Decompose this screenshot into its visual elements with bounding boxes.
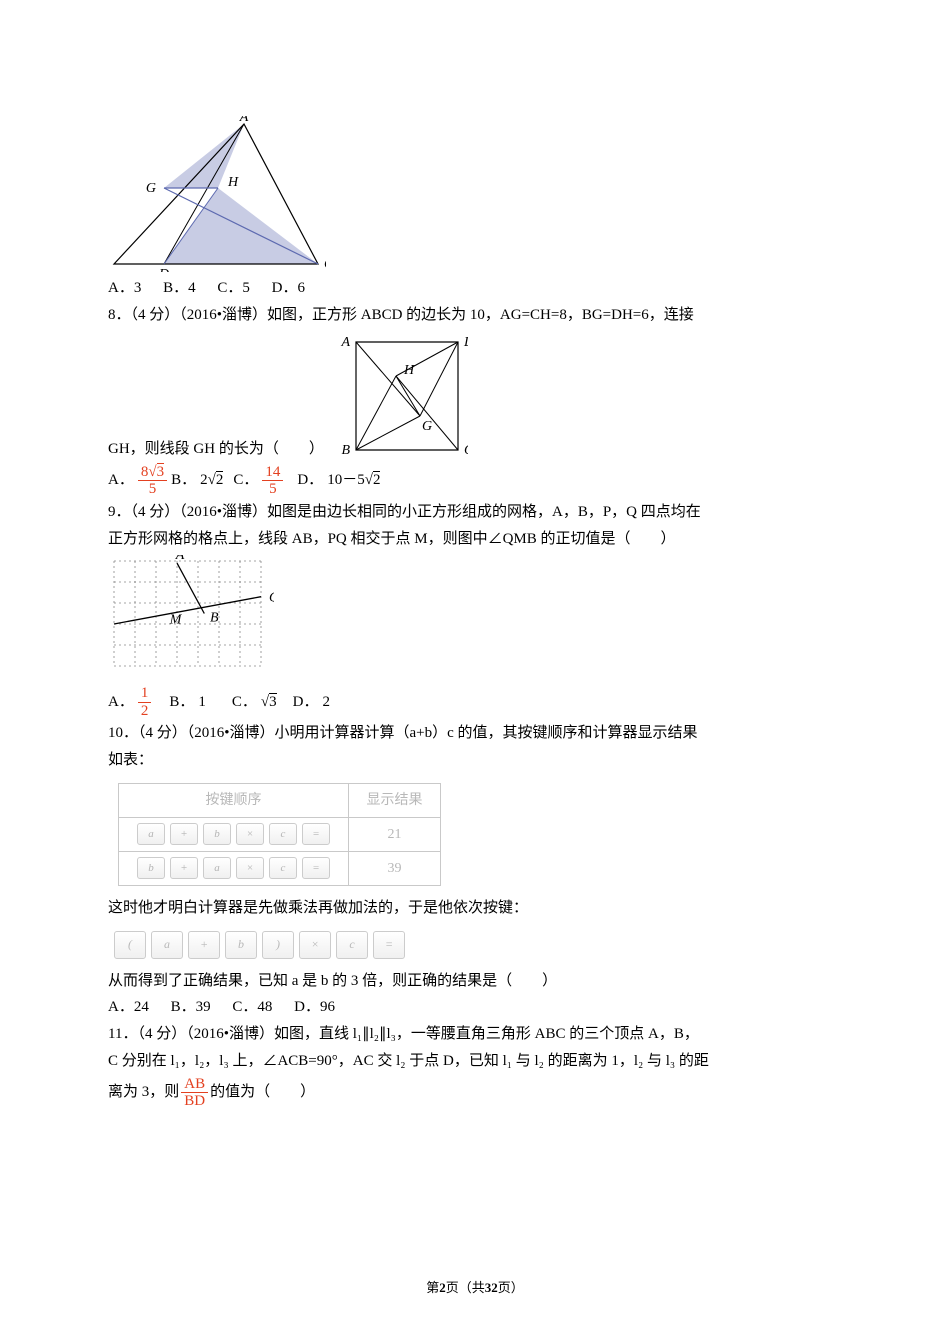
key-+: + bbox=[170, 823, 198, 845]
key-b: b bbox=[203, 823, 231, 845]
q8-choice-a: 8√35 bbox=[138, 464, 167, 498]
key-×: × bbox=[236, 857, 264, 879]
svg-text:D: D bbox=[463, 335, 468, 350]
q10-choice-d: 96 bbox=[320, 999, 335, 1015]
q11-stem-c-post: 的值为（ ） bbox=[210, 1080, 315, 1105]
svg-text:D: D bbox=[158, 267, 169, 272]
q7-choice-a: 3 bbox=[134, 280, 142, 296]
calc-result-2: 39 bbox=[349, 851, 441, 885]
q10-choice-c: 48 bbox=[257, 999, 272, 1015]
key-b: b bbox=[137, 857, 165, 879]
key-b: b bbox=[225, 931, 257, 959]
svg-text:G: G bbox=[146, 181, 156, 196]
key-+: + bbox=[188, 931, 220, 959]
svg-text:C: C bbox=[464, 443, 468, 458]
calc-result-1: 21 bbox=[349, 817, 441, 851]
q11-stem-c: 离为 3，则 AB BD 的值为（ ） bbox=[108, 1076, 842, 1110]
svg-text:H: H bbox=[403, 363, 415, 378]
svg-text:A: A bbox=[239, 116, 249, 125]
q7-choices: A．3 B．4 C．5 D．6 bbox=[108, 276, 842, 301]
q11-stem-a: 11．（4 分）（2016•淄博）如图，直线 l₁∥l₂∥l₃，一等腰直角三角形… bbox=[108, 1022, 842, 1047]
q8-choice-b: 2√2 bbox=[200, 468, 223, 493]
key-a: a bbox=[151, 931, 183, 959]
q8-figure: A D B C G H bbox=[338, 334, 468, 458]
q10-keyrow2: (a+b)×c= bbox=[114, 931, 842, 959]
svg-text:B: B bbox=[341, 443, 350, 458]
svg-text:A: A bbox=[175, 555, 185, 563]
key-(: ( bbox=[114, 931, 146, 959]
key-c: c bbox=[269, 823, 297, 845]
q8-choices: A．8√35 B．2√2 C．145 D．10－5√2 bbox=[108, 464, 842, 498]
svg-text:H: H bbox=[227, 175, 239, 190]
q9-choice-d: 2 bbox=[322, 690, 330, 715]
q11-stem-b: C 分别在 l₁，l₂，l₃ 上，∠ACB=90°，AC 交 l₂ 于点 D，已… bbox=[108, 1049, 842, 1074]
calc-header-seq: 按键顺序 bbox=[119, 783, 349, 817]
svg-text:G: G bbox=[422, 419, 432, 434]
q8-row: GH，则线段 GH 的长为（ ） A D B C G H bbox=[108, 330, 842, 462]
q7-choice-c: 5 bbox=[242, 280, 250, 296]
q11-stem-c-pre: 离为 3，则 bbox=[108, 1080, 179, 1105]
q8-choice-c: 145 bbox=[262, 464, 283, 498]
key-a: a bbox=[203, 857, 231, 879]
q7-choice-b: 4 bbox=[188, 280, 196, 296]
key-c: c bbox=[269, 857, 297, 879]
q9-figure: ABPQM bbox=[108, 555, 274, 681]
q8-choice-d: 10－5√2 bbox=[327, 468, 380, 493]
svg-text:A: A bbox=[340, 335, 350, 350]
svg-text:B: B bbox=[210, 611, 219, 626]
key-=: = bbox=[302, 823, 330, 845]
key-=: = bbox=[373, 931, 405, 959]
q11-frac: AB BD bbox=[181, 1076, 208, 1110]
q9-choices: A．12 B．1 C．√3 D．2 bbox=[108, 685, 842, 719]
q10-stem-c: 从而得到了正确结果，已知 a 是 b 的 3 倍，则正确的结果是（ ） bbox=[108, 969, 842, 994]
q7-choice-d: 6 bbox=[297, 280, 305, 296]
page-footer: 第2页（共32页） bbox=[0, 1277, 950, 1298]
calc-header-result: 显示结果 bbox=[349, 783, 441, 817]
q10-choices: A．24 B．39 C．48 D．96 bbox=[108, 995, 842, 1020]
key-c: c bbox=[336, 931, 368, 959]
key-a: a bbox=[137, 823, 165, 845]
svg-text:C: C bbox=[324, 257, 326, 272]
svg-text:Q: Q bbox=[269, 591, 274, 606]
q10-choice-b: 39 bbox=[196, 999, 211, 1015]
calc-keys-row1: a+b×c= bbox=[119, 819, 348, 849]
svg-text:M: M bbox=[169, 613, 183, 628]
q7-figure: ABCDGH bbox=[108, 116, 326, 272]
q9-choice-a: 12 bbox=[138, 685, 152, 719]
table-row: b+a×c= 39 bbox=[119, 851, 441, 885]
calc-table: 按键顺序 显示结果 a+b×c= 21 b+a×c= 39 bbox=[118, 783, 441, 886]
key-×: × bbox=[299, 931, 331, 959]
q8-stem-b: GH，则线段 GH 的长为（ ） bbox=[108, 437, 324, 462]
q10-choice-a: 24 bbox=[134, 999, 149, 1015]
q8-stem-a: 8．（4 分）（2016•淄博）如图，正方形 ABCD 的边长为 10，AG=C… bbox=[108, 303, 842, 328]
table-row: a+b×c= 21 bbox=[119, 817, 441, 851]
calc-keys-row2: b+a×c= bbox=[119, 853, 348, 883]
q9-choice-c: √3 bbox=[261, 690, 277, 715]
q10-mid: 这时他才明白计算器是先做乘法再做加法的，于是他依次按键： bbox=[108, 896, 842, 921]
key-×: × bbox=[236, 823, 264, 845]
q10-stem-a: 10．（4 分）（2016•淄博）小明用计算器计算（a+b）c 的值，其按键顺序… bbox=[108, 721, 842, 746]
q9-stem-b: 正方形网格的格点上，线段 AB，PQ 相交于点 M，则图中∠QMB 的正切值是（… bbox=[108, 527, 842, 552]
q10-stem-b: 如表： bbox=[108, 748, 842, 773]
key-+: + bbox=[170, 857, 198, 879]
q9-choice-b: 1 bbox=[198, 690, 206, 715]
key-=: = bbox=[302, 857, 330, 879]
q9-stem-a: 9．（4 分）（2016•淄博）如图是由边长相同的小正方形组成的网格，A，B，P… bbox=[108, 500, 842, 525]
key-): ) bbox=[262, 931, 294, 959]
